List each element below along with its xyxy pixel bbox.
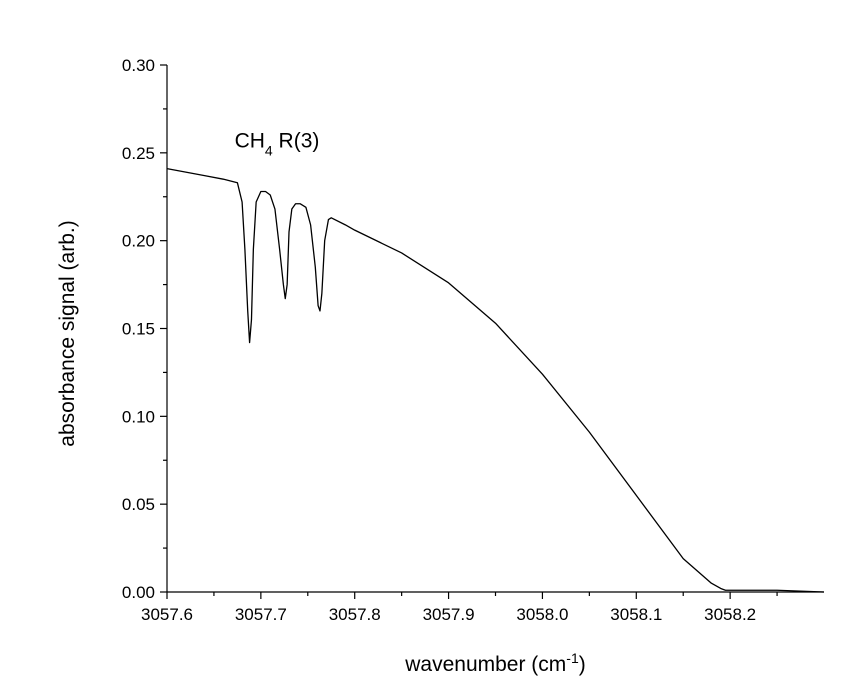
y-tick-label: 0.20	[122, 232, 155, 251]
y-tick-label: 0.30	[122, 56, 155, 75]
x-axis-title-close: )	[579, 653, 586, 676]
x-axis-ticks: 3057.6 3057.7 3057.8 3057.9 3058.0 3058.1 3058…	[141, 592, 778, 624]
spectrum-line	[166, 168, 825, 593]
x-axis-title-text: wavenumber (cm	[404, 653, 566, 676]
y-axis-title: absorbance signal (arb.)	[56, 220, 79, 446]
y-tick-label: 0.15	[122, 320, 155, 339]
y-tick-label: 0.10	[122, 407, 155, 426]
ch4-r3-annotation: CH4 R(3)	[235, 130, 320, 159]
annotation-subscript: 4	[265, 143, 273, 159]
x-tick-label: 3058.2	[704, 605, 756, 624]
y-tick-label: 0.05	[122, 495, 155, 514]
annotation-main: CH	[235, 130, 265, 153]
x-tick-label: 3057.6	[141, 605, 193, 624]
x-tick-label: 3058.0	[516, 605, 568, 624]
x-tick-label: 3057.8	[329, 605, 381, 624]
x-axis-title: wavenumber (cm-1)	[404, 650, 586, 676]
y-tick-label: 0.00	[122, 583, 155, 602]
y-axis-ticks: 0.00 0.05 0.10 0.15 0.20 0.25 0.30	[122, 56, 167, 602]
x-axis-title-superscript: -1	[566, 650, 579, 666]
x-tick-label: 3057.9	[423, 605, 475, 624]
annotation-rest: R(3)	[273, 130, 320, 153]
x-tick-label: 3058.1	[610, 605, 662, 624]
x-tick-label: 3057.7	[235, 605, 287, 624]
y-tick-label: 0.25	[122, 144, 155, 163]
